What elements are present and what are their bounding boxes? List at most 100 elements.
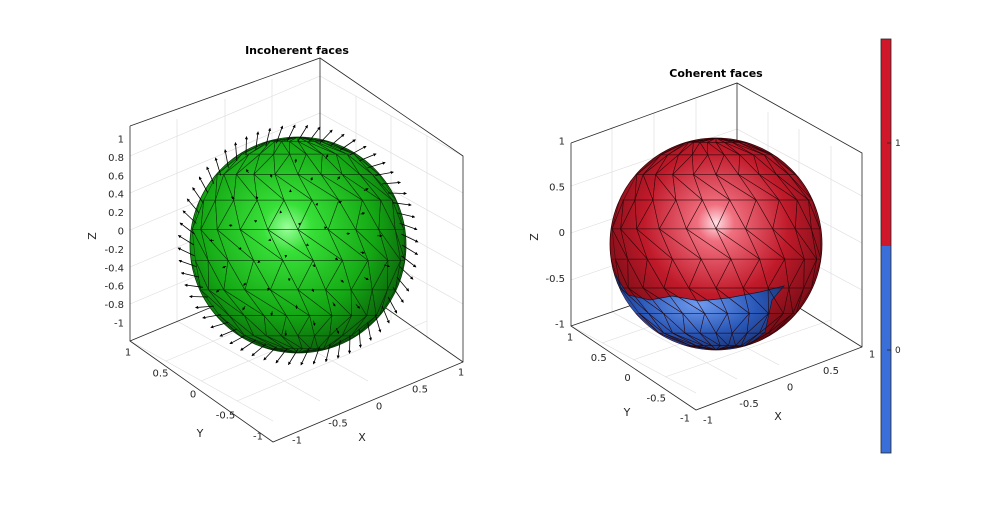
x-axis-label: X bbox=[774, 410, 782, 423]
normal-arrow bbox=[300, 348, 310, 366]
normal-arrow bbox=[335, 328, 340, 334]
normal-arrow bbox=[223, 149, 229, 168]
normal-arrow bbox=[240, 339, 256, 351]
normal-arrow bbox=[246, 169, 249, 174]
normal-arrow bbox=[214, 157, 222, 176]
normal-arrow bbox=[401, 233, 419, 243]
normal-arrow bbox=[336, 176, 341, 180]
x-axis-label: X bbox=[358, 431, 366, 444]
normal-arrow bbox=[387, 296, 398, 314]
normal-arrow bbox=[336, 339, 341, 359]
normal-arrow bbox=[222, 265, 227, 269]
normal-arrow bbox=[396, 212, 416, 219]
normal-arrow bbox=[399, 223, 418, 231]
green-sphere bbox=[177, 124, 419, 366]
normal-arrow bbox=[355, 304, 361, 309]
sphere-mesh bbox=[610, 138, 822, 350]
tick-label: 0.5 bbox=[549, 182, 565, 193]
chart-title: Coherent faces bbox=[669, 67, 763, 80]
mesh-face bbox=[635, 313, 660, 334]
normal-arrow bbox=[234, 142, 238, 161]
normal-arrow bbox=[384, 264, 390, 268]
mesh-face bbox=[636, 154, 662, 175]
normal-arrow bbox=[392, 202, 412, 207]
tick-label: 1 bbox=[458, 368, 464, 379]
normal-arrow bbox=[401, 244, 419, 255]
z-axis-label: Z bbox=[86, 232, 99, 240]
z-tick-labels: 1 0.5 0 -0.5 -1 bbox=[545, 137, 565, 331]
normal-arrow bbox=[305, 243, 310, 246]
colorbar-tick-label-1: 1 bbox=[895, 139, 901, 149]
mesh-face bbox=[190, 260, 202, 290]
normal-arrow bbox=[177, 235, 195, 246]
colorbar-tick-label-0: 0 bbox=[895, 346, 901, 356]
normal-arrow bbox=[265, 127, 272, 147]
normal-arrow bbox=[360, 251, 365, 254]
normal-arrow bbox=[270, 311, 274, 316]
y-tick-labels: 1 0.5 0 -0.5 -1 bbox=[125, 348, 263, 443]
normal-arrow bbox=[192, 187, 204, 203]
normal-arrow bbox=[275, 348, 288, 364]
x-tick-labels: -1 -0.5 0 0.5 1 bbox=[703, 350, 875, 427]
tick-label: 0.8 bbox=[108, 153, 124, 164]
normal-arrow bbox=[358, 329, 362, 348]
tick-label: -1 bbox=[680, 414, 690, 425]
normal-arrow bbox=[228, 224, 233, 227]
tick-label: 1 bbox=[125, 348, 131, 359]
tick-label: 0 bbox=[118, 227, 124, 238]
tick-label: -1 bbox=[114, 319, 124, 330]
normal-arrow bbox=[367, 322, 373, 341]
normal-arrow bbox=[335, 257, 339, 260]
normal-arrow bbox=[255, 131, 260, 151]
tick-label: 0 bbox=[787, 383, 793, 394]
normal-arrow bbox=[401, 255, 417, 268]
mesh-face bbox=[686, 345, 717, 350]
tick-label: -1 bbox=[253, 432, 263, 443]
normal-arrow bbox=[340, 279, 344, 283]
normal-arrow bbox=[177, 247, 195, 257]
normal-arrow bbox=[179, 222, 195, 235]
normal-arrow bbox=[297, 124, 308, 142]
tick-label: -0.4 bbox=[104, 263, 124, 274]
normal-arrow bbox=[215, 288, 221, 293]
tick-label: 0.5 bbox=[412, 385, 428, 396]
z-tick-labels: 1 0.8 0.6 0.4 0.2 0 -0.2 -0.4 -0.6 -0.8 -1 bbox=[104, 135, 124, 330]
tick-label: -0.8 bbox=[104, 300, 124, 311]
normal-arrow bbox=[340, 139, 356, 151]
normal-arrow bbox=[312, 320, 316, 326]
normal-arrow bbox=[360, 212, 366, 215]
mesh-face bbox=[267, 348, 299, 353]
normal-arrow bbox=[229, 334, 247, 345]
normal-arrow bbox=[363, 188, 369, 192]
tick-label: 1 bbox=[869, 350, 875, 361]
tick-label: 0.2 bbox=[108, 208, 124, 219]
normal-arrow bbox=[231, 196, 235, 200]
normal-arrow bbox=[198, 176, 209, 194]
normal-arrow bbox=[184, 283, 204, 288]
normal-arrow bbox=[263, 346, 277, 361]
mesh-face bbox=[217, 153, 243, 175]
colorbar-frame bbox=[880, 38, 892, 454]
z-axis-label: Z bbox=[528, 233, 541, 241]
mesh-face bbox=[215, 315, 241, 337]
normal-arrow bbox=[367, 161, 386, 169]
mesh-face bbox=[715, 345, 746, 350]
normal-arrow bbox=[338, 201, 342, 204]
normal-arrow bbox=[251, 343, 267, 357]
face-normal-arrows bbox=[177, 124, 419, 366]
tick-label: -0.6 bbox=[104, 282, 124, 293]
normal-arrow bbox=[315, 202, 319, 206]
tick-label: 0.5 bbox=[153, 369, 169, 380]
normal-arrow bbox=[276, 125, 284, 144]
tick-label: -0.2 bbox=[104, 245, 124, 256]
tick-label: 1 bbox=[567, 333, 573, 344]
mesh-face bbox=[191, 199, 205, 230]
colorbar-segment-1 bbox=[881, 39, 891, 246]
normal-arrow bbox=[375, 170, 394, 176]
normal-arrow bbox=[312, 264, 316, 268]
normal-arrow bbox=[374, 314, 382, 333]
tick-label: 0 bbox=[190, 390, 196, 401]
normal-arrow bbox=[325, 154, 329, 160]
normal-arrow bbox=[392, 287, 404, 303]
mesh-face bbox=[610, 258, 621, 289]
